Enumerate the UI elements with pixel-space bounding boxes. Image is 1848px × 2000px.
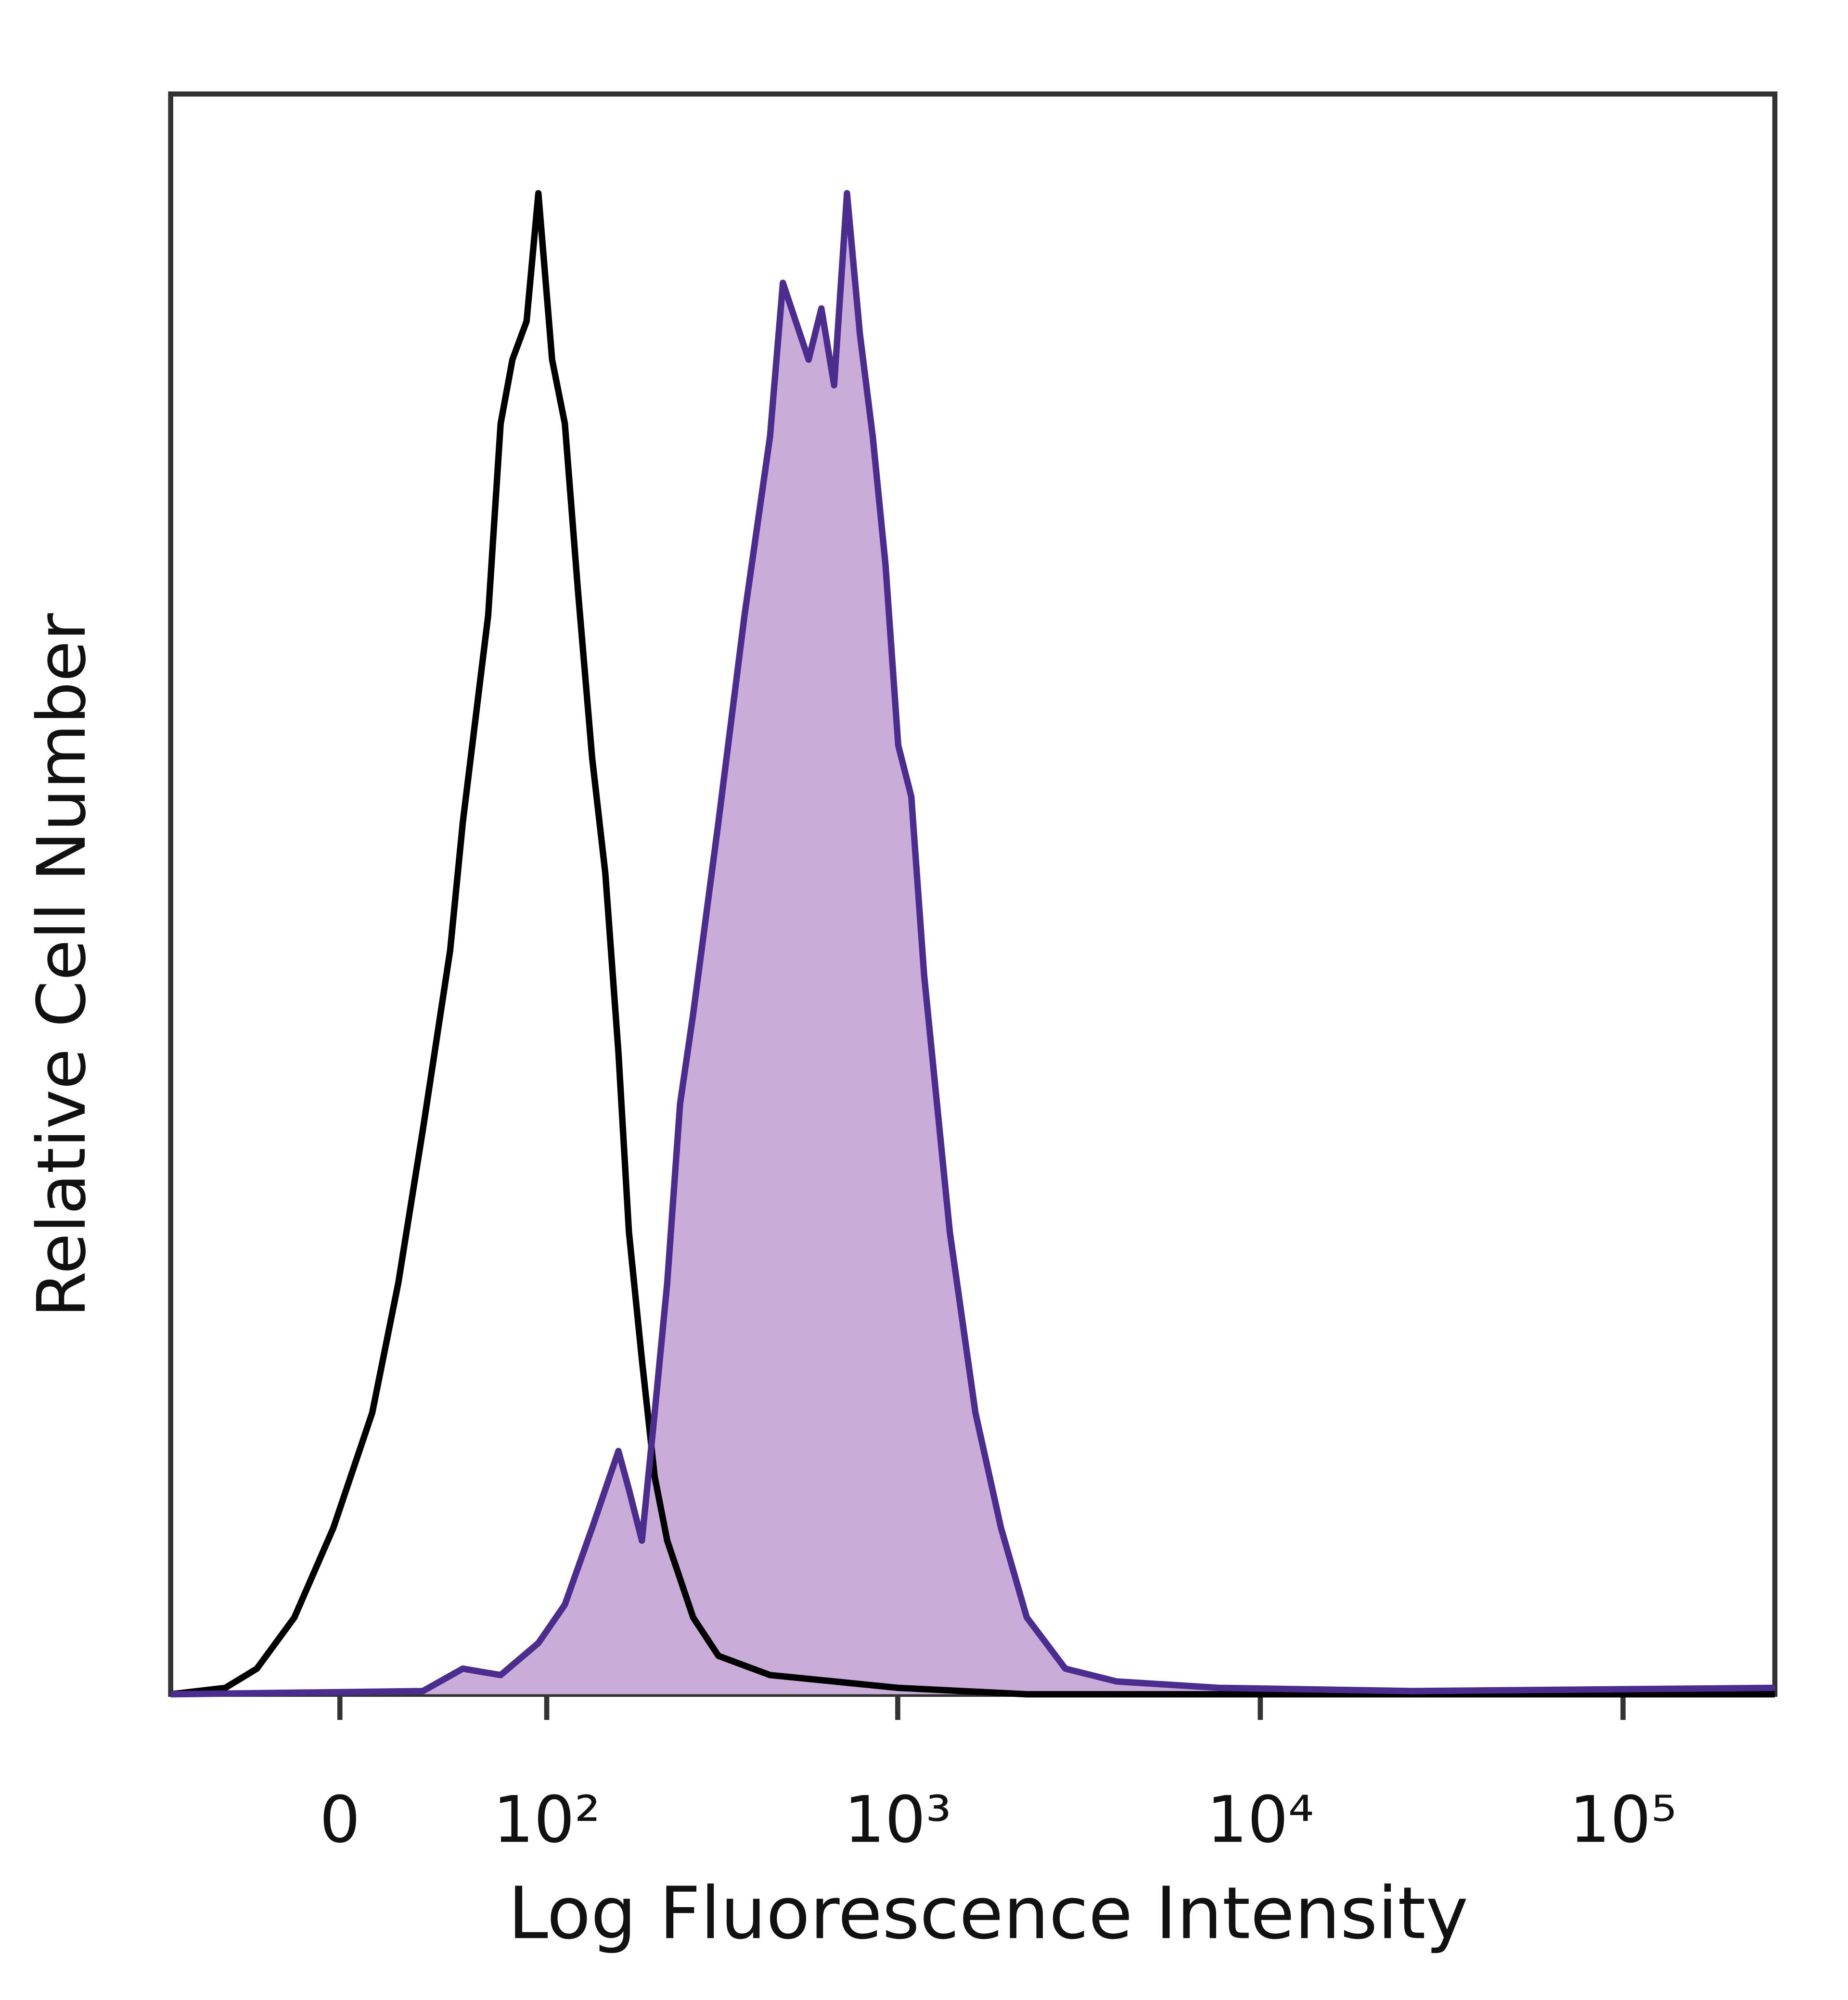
x-tick-label: 0 [320, 1782, 360, 1857]
x-tick-label: 10³ [844, 1782, 951, 1857]
histogram-line [170, 190, 1775, 1698]
x-axis-label: Log Fluorescence Intensity [508, 1872, 1468, 1955]
x-tick-label: 10² [493, 1782, 601, 1857]
histogram-area [170, 193, 1775, 1694]
y-axis-label: Relative Cell Number [23, 613, 101, 1317]
x-tick-label: 10⁵ [1569, 1782, 1677, 1857]
x-tick-label: 10⁴ [1206, 1782, 1314, 1857]
histogram-line [170, 190, 1775, 1698]
